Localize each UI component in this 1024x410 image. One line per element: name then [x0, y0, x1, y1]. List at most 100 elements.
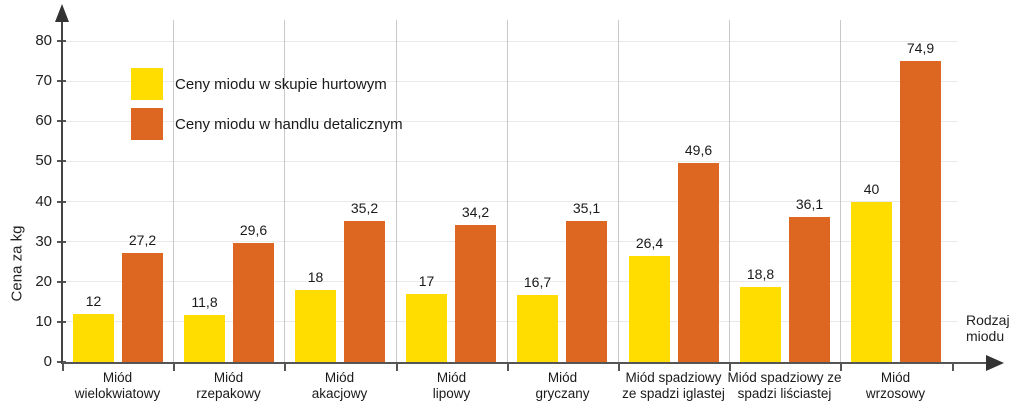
y-axis-tick-label: 50 [35, 152, 52, 170]
y-axis-tick-label: 60 [35, 112, 52, 130]
category-separator-line [396, 20, 397, 362]
category-label-line: Miód [324, 370, 355, 385]
x-axis-arrow-icon [986, 355, 1004, 371]
x-axis-tick [62, 363, 64, 371]
gridline-horizontal [62, 281, 958, 283]
legend-label-wholesale: Ceny miodu w skupie hurtowym [175, 75, 387, 93]
bar-wholesale[interactable] [184, 314, 225, 362]
category-label-line: ze spadzi iglastej [622, 386, 725, 402]
category-label-line: Miód spadziowy ze [727, 370, 842, 385]
bar-wholesale[interactable] [629, 256, 670, 362]
bar-retail[interactable] [455, 224, 496, 362]
legend-item-retail: Ceny miodu w handlu detalicznym [131, 104, 403, 144]
y-axis-title: Cena za kg [8, 225, 26, 302]
category-separator-line [507, 20, 508, 362]
category-separator-line [729, 20, 730, 362]
category-label-line: Miód [436, 370, 467, 385]
legend-swatch-wholesale [131, 68, 163, 100]
category-label-line: Miód [102, 370, 133, 385]
y-axis-tick-label: 20 [35, 272, 52, 290]
bar-value-label: 11,8 [191, 293, 218, 310]
x-axis-tick [840, 363, 842, 371]
x-axis-title: Rodzaj miodu [966, 312, 1024, 344]
bar-retail[interactable] [900, 61, 941, 362]
category-label-line: spadzi liściastej [737, 386, 832, 402]
x-axis-line [62, 362, 988, 364]
bar-value-label: 12 [85, 292, 102, 309]
bar-value-label: 26,4 [635, 235, 664, 252]
bar-value-label: 40 [863, 180, 880, 197]
gridline-horizontal [62, 80, 958, 82]
legend-item-wholesale: Ceny miodu w skupie hurtowym [131, 64, 403, 104]
bar-value-label: 74,9 [906, 40, 935, 57]
bar-value-label: 16,7 [523, 273, 552, 290]
bar-retail[interactable] [789, 217, 830, 362]
category-separator-line [173, 20, 174, 362]
bar-retail[interactable] [233, 243, 274, 362]
category-label-line: Miód [547, 370, 578, 385]
x-axis-category-label: Miód wrzosowy [832, 370, 959, 403]
category-label-line: akacjowy [311, 386, 368, 402]
bar-wholesale[interactable] [406, 293, 447, 362]
gridline-horizontal [62, 160, 958, 162]
bar-value-label: 35,1 [572, 200, 601, 217]
bar-value-label: 34,2 [461, 203, 490, 220]
legend-label-retail: Ceny miodu w handlu detalicznym [175, 115, 403, 133]
category-label-line: Miód spadziowy [625, 370, 722, 385]
x-axis-category-label: Miód spadziowy ze spadzi iglastej [610, 370, 737, 403]
bar-retail[interactable] [344, 220, 385, 362]
x-axis-category-label: Miód lipowy [388, 370, 515, 403]
bar-value-label: 29,6 [239, 222, 268, 239]
gridline-horizontal [62, 241, 958, 243]
legend-swatch-retail [131, 108, 163, 140]
category-separator-line [618, 20, 619, 362]
gridline-horizontal [62, 201, 958, 202]
x-axis-tick [618, 363, 620, 371]
category-label-line: wrzosowy [865, 386, 926, 402]
bar-wholesale[interactable] [73, 313, 114, 362]
bar-retail[interactable] [566, 221, 607, 362]
bar-value-label: 36,1 [795, 196, 824, 213]
bar-value-label: 17 [418, 272, 435, 289]
category-label-line: wielokwiatowy [74, 386, 161, 402]
bar-value-label: 49,6 [684, 141, 713, 158]
category-label-line: rzepakowy [196, 386, 261, 402]
x-axis-category-label: Miód wielokwiatowy [54, 370, 181, 403]
bar-value-label: 27,2 [128, 231, 157, 248]
gridline-horizontal [62, 120, 958, 122]
x-axis-tick [507, 363, 509, 371]
gridline-horizontal [62, 40, 958, 42]
legend: Ceny miodu w skupie hurtowym Ceny miodu … [131, 64, 403, 144]
category-separator-line [840, 20, 841, 362]
bar-wholesale[interactable] [295, 289, 336, 362]
bar-value-label: 18,8 [746, 265, 775, 282]
x-axis-tick [396, 363, 398, 371]
gridline-horizontal [62, 321, 958, 323]
y-axis-tick-label: 0 [43, 353, 52, 370]
category-label-line: Miód [880, 370, 911, 385]
bar-wholesale[interactable] [517, 295, 558, 362]
category-label-line: gryczany [535, 386, 590, 402]
bar-value-label: 35,2 [350, 199, 379, 216]
bar-retail[interactable] [678, 162, 719, 362]
x-axis-tick [952, 363, 954, 371]
x-axis-title-line-1: Rodzaj [966, 312, 1010, 328]
category-separator-line [284, 20, 285, 362]
bar-retail[interactable] [122, 252, 163, 362]
y-axis-tick-label: 10 [35, 312, 52, 330]
x-axis-category-label: Miód akacjowy [276, 370, 403, 403]
y-axis-tick-label: 80 [35, 32, 52, 49]
bar-wholesale[interactable] [740, 286, 781, 362]
y-axis-tick-label: 30 [35, 232, 52, 250]
y-axis-tick-label: 70 [35, 72, 52, 90]
x-axis-tick [173, 363, 175, 371]
x-axis-tick [729, 363, 731, 371]
y-axis-arrow-icon [55, 4, 69, 22]
category-label-line: lipowy [432, 386, 471, 402]
y-axis-line [61, 20, 63, 364]
bar-wholesale[interactable] [851, 201, 892, 362]
x-axis-category-label: Miód gryczany [499, 370, 626, 403]
x-axis-title-line-2: miodu [966, 328, 1005, 345]
bar-value-label: 18 [307, 268, 324, 285]
